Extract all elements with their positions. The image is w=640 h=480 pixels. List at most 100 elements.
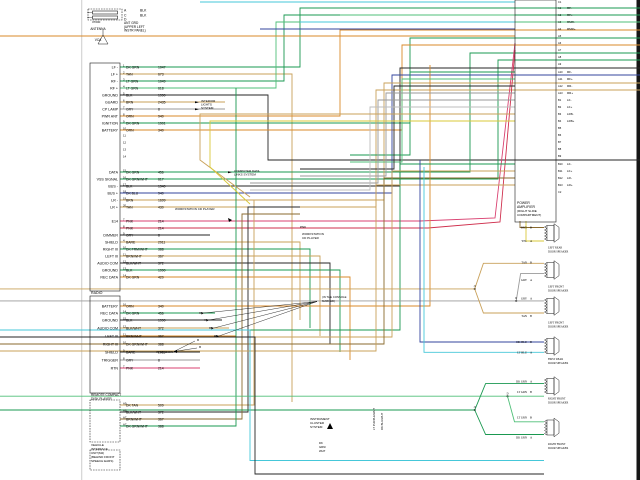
- svg-text:372: 372: [158, 262, 164, 266]
- svg-text:VCA: VCA: [95, 38, 102, 42]
- svg-text:BARE: BARE: [126, 351, 136, 355]
- svg-text:B2: B2: [558, 105, 562, 109]
- svg-text:RR-: RR-: [567, 84, 572, 88]
- svg-text:RF+: RF+: [567, 77, 573, 81]
- svg-text:DOOR SPEAKER: DOOR SPEAKER: [548, 362, 568, 365]
- svg-text:GROUND: GROUND: [102, 94, 118, 98]
- svg-text:BLK: BLK: [126, 269, 133, 273]
- svg-text:8: 8: [158, 234, 160, 238]
- svg-text:340: 340: [158, 129, 164, 133]
- svg-text:GROUND: GROUND: [102, 269, 118, 273]
- svg-text:DOOR SPEAKER: DOOR SPEAKER: [548, 326, 568, 329]
- svg-text:C2: C2: [558, 190, 562, 194]
- svg-text:GRY: GRY: [126, 234, 134, 238]
- svg-text:LF+: LF+: [567, 105, 573, 109]
- svg-text:RIGHT III: RIGHT III: [103, 343, 118, 347]
- svg-text:AUDIO COM: AUDIO COM: [97, 262, 118, 266]
- svg-text:BLK: BLK: [140, 14, 147, 18]
- svg-text:B7: B7: [558, 140, 562, 144]
- svg-text:BLK/WHT: BLK/WHT: [126, 327, 141, 331]
- svg-text:RIGHT FRONT: RIGHT FRONT: [548, 397, 566, 400]
- svg-text:VSS SIGNAL: VSS SIGNAL: [97, 178, 118, 182]
- svg-text:RF -: RF -: [111, 80, 119, 84]
- svg-text:SPEECH EARS): SPEECH EARS): [91, 459, 113, 463]
- svg-text:WORKSTATION CD PLAYER: WORKSTATION CD PLAYER: [175, 207, 215, 211]
- svg-text:DK GRN/WHT: DK GRN/WHT: [126, 425, 148, 429]
- svg-text:BUS +: BUS +: [108, 192, 119, 196]
- svg-text:PNK: PNK: [126, 367, 134, 371]
- svg-text:INSTR PANEL): INSTR PANEL): [124, 29, 146, 33]
- svg-text:617: 617: [158, 178, 164, 182]
- svg-text:367: 367: [158, 255, 164, 259]
- svg-text:B8: B8: [558, 147, 562, 151]
- svg-text:12: 12: [123, 141, 127, 145]
- svg-text:A10: A10: [558, 70, 563, 74]
- svg-text:388: 388: [158, 248, 164, 252]
- svg-text:TAN: TAN: [521, 314, 528, 318]
- svg-text:214: 214: [158, 227, 164, 231]
- svg-text:SYSTEM: SYSTEM: [310, 425, 323, 429]
- svg-text:1049: 1049: [158, 80, 166, 84]
- svg-text:1047: 1047: [158, 66, 166, 70]
- svg-text:C1: C1: [558, 0, 562, 4]
- svg-text:A4: A4: [558, 27, 562, 31]
- svg-text:2435: 2435: [158, 101, 166, 105]
- svg-text:FIRST REAR: FIRST REAR: [548, 358, 563, 361]
- svg-text:372: 372: [158, 327, 164, 331]
- svg-text:LT GRN: LT GRN: [517, 390, 528, 394]
- svg-text:B6: B6: [558, 133, 562, 137]
- svg-text:GRY: GRY: [521, 278, 528, 282]
- svg-text:RF-: RF-: [567, 6, 572, 10]
- svg-text:LINKS SYSTEM: LINKS SYSTEM: [234, 173, 256, 177]
- svg-text:B: B: [530, 226, 532, 230]
- svg-text:B10: B10: [558, 162, 563, 166]
- svg-text:2911: 2911: [158, 241, 165, 245]
- svg-text:367: 367: [158, 335, 164, 339]
- svg-text:BLK: BLK: [126, 319, 133, 323]
- svg-text:DK GRN: DK GRN: [126, 122, 140, 126]
- svg-text:BLK/WHT: BLK/WHT: [126, 262, 141, 266]
- svg-text:BRN: BRN: [521, 226, 528, 230]
- svg-text:1940: 1940: [158, 185, 166, 189]
- svg-text:430: 430: [158, 206, 164, 210]
- svg-text:1901: 1901: [158, 122, 166, 126]
- svg-text:BRN/WHT: BRN/WHT: [126, 255, 142, 259]
- svg-text:RADIO: RADIO: [91, 291, 103, 295]
- svg-text:A12: A12: [558, 84, 563, 88]
- svg-text:DK BLU: DK BLU: [126, 192, 139, 196]
- svg-text:1990: 1990: [158, 319, 166, 323]
- svg-text:WHT: WHT: [319, 449, 326, 453]
- svg-text:LEFT III: LEFT III: [105, 335, 118, 339]
- svg-text:509: 509: [158, 404, 164, 408]
- svg-text:940: 940: [158, 192, 164, 196]
- svg-text:DK GRN: DK GRN: [126, 276, 140, 280]
- svg-text:388: 388: [158, 343, 164, 347]
- svg-text:A1: A1: [558, 6, 562, 10]
- svg-text:LEFT FRONT: LEFT FRONT: [548, 322, 564, 325]
- svg-text:LR+: LR+: [567, 183, 573, 187]
- svg-text:AUDIO COM: AUDIO COM: [97, 327, 118, 331]
- svg-text:A8: A8: [558, 55, 562, 59]
- svg-text:LF -: LF -: [112, 66, 119, 70]
- svg-text:RIGHT FRONT: RIGHT FRONT: [548, 443, 566, 446]
- svg-text:B13: B13: [558, 183, 563, 187]
- svg-text:DK GRN/WHT: DK GRN/WHT: [126, 343, 148, 347]
- svg-text:SHIELD: SHIELD: [105, 241, 118, 245]
- svg-text:GROUND: GROUND: [102, 319, 118, 323]
- svg-text:DK FRM/WHT: DK FRM/WHT: [126, 248, 148, 252]
- svg-text:DK BLU/WHT: DK BLU/WHT: [380, 412, 384, 430]
- svg-text:BLK: BLK: [126, 94, 133, 98]
- svg-text:LT GRN: LT GRN: [126, 87, 139, 91]
- svg-text:RF +: RF +: [110, 87, 118, 91]
- svg-text:1699: 1699: [158, 199, 166, 203]
- svg-text:RF-: RF-: [567, 70, 572, 74]
- svg-text:14: 14: [123, 155, 127, 159]
- svg-text:D: D: [515, 297, 517, 300]
- svg-text:340: 340: [158, 305, 164, 309]
- svg-text:1990: 1990: [158, 94, 166, 98]
- svg-text:LF-: LF-: [567, 98, 572, 102]
- svg-text:REC DATA: REC DATA: [100, 276, 118, 280]
- svg-text:DOOR SPEAKER: DOOR SPEAKER: [548, 290, 568, 293]
- svg-text:940: 940: [158, 115, 164, 119]
- svg-text:A6: A6: [558, 41, 562, 45]
